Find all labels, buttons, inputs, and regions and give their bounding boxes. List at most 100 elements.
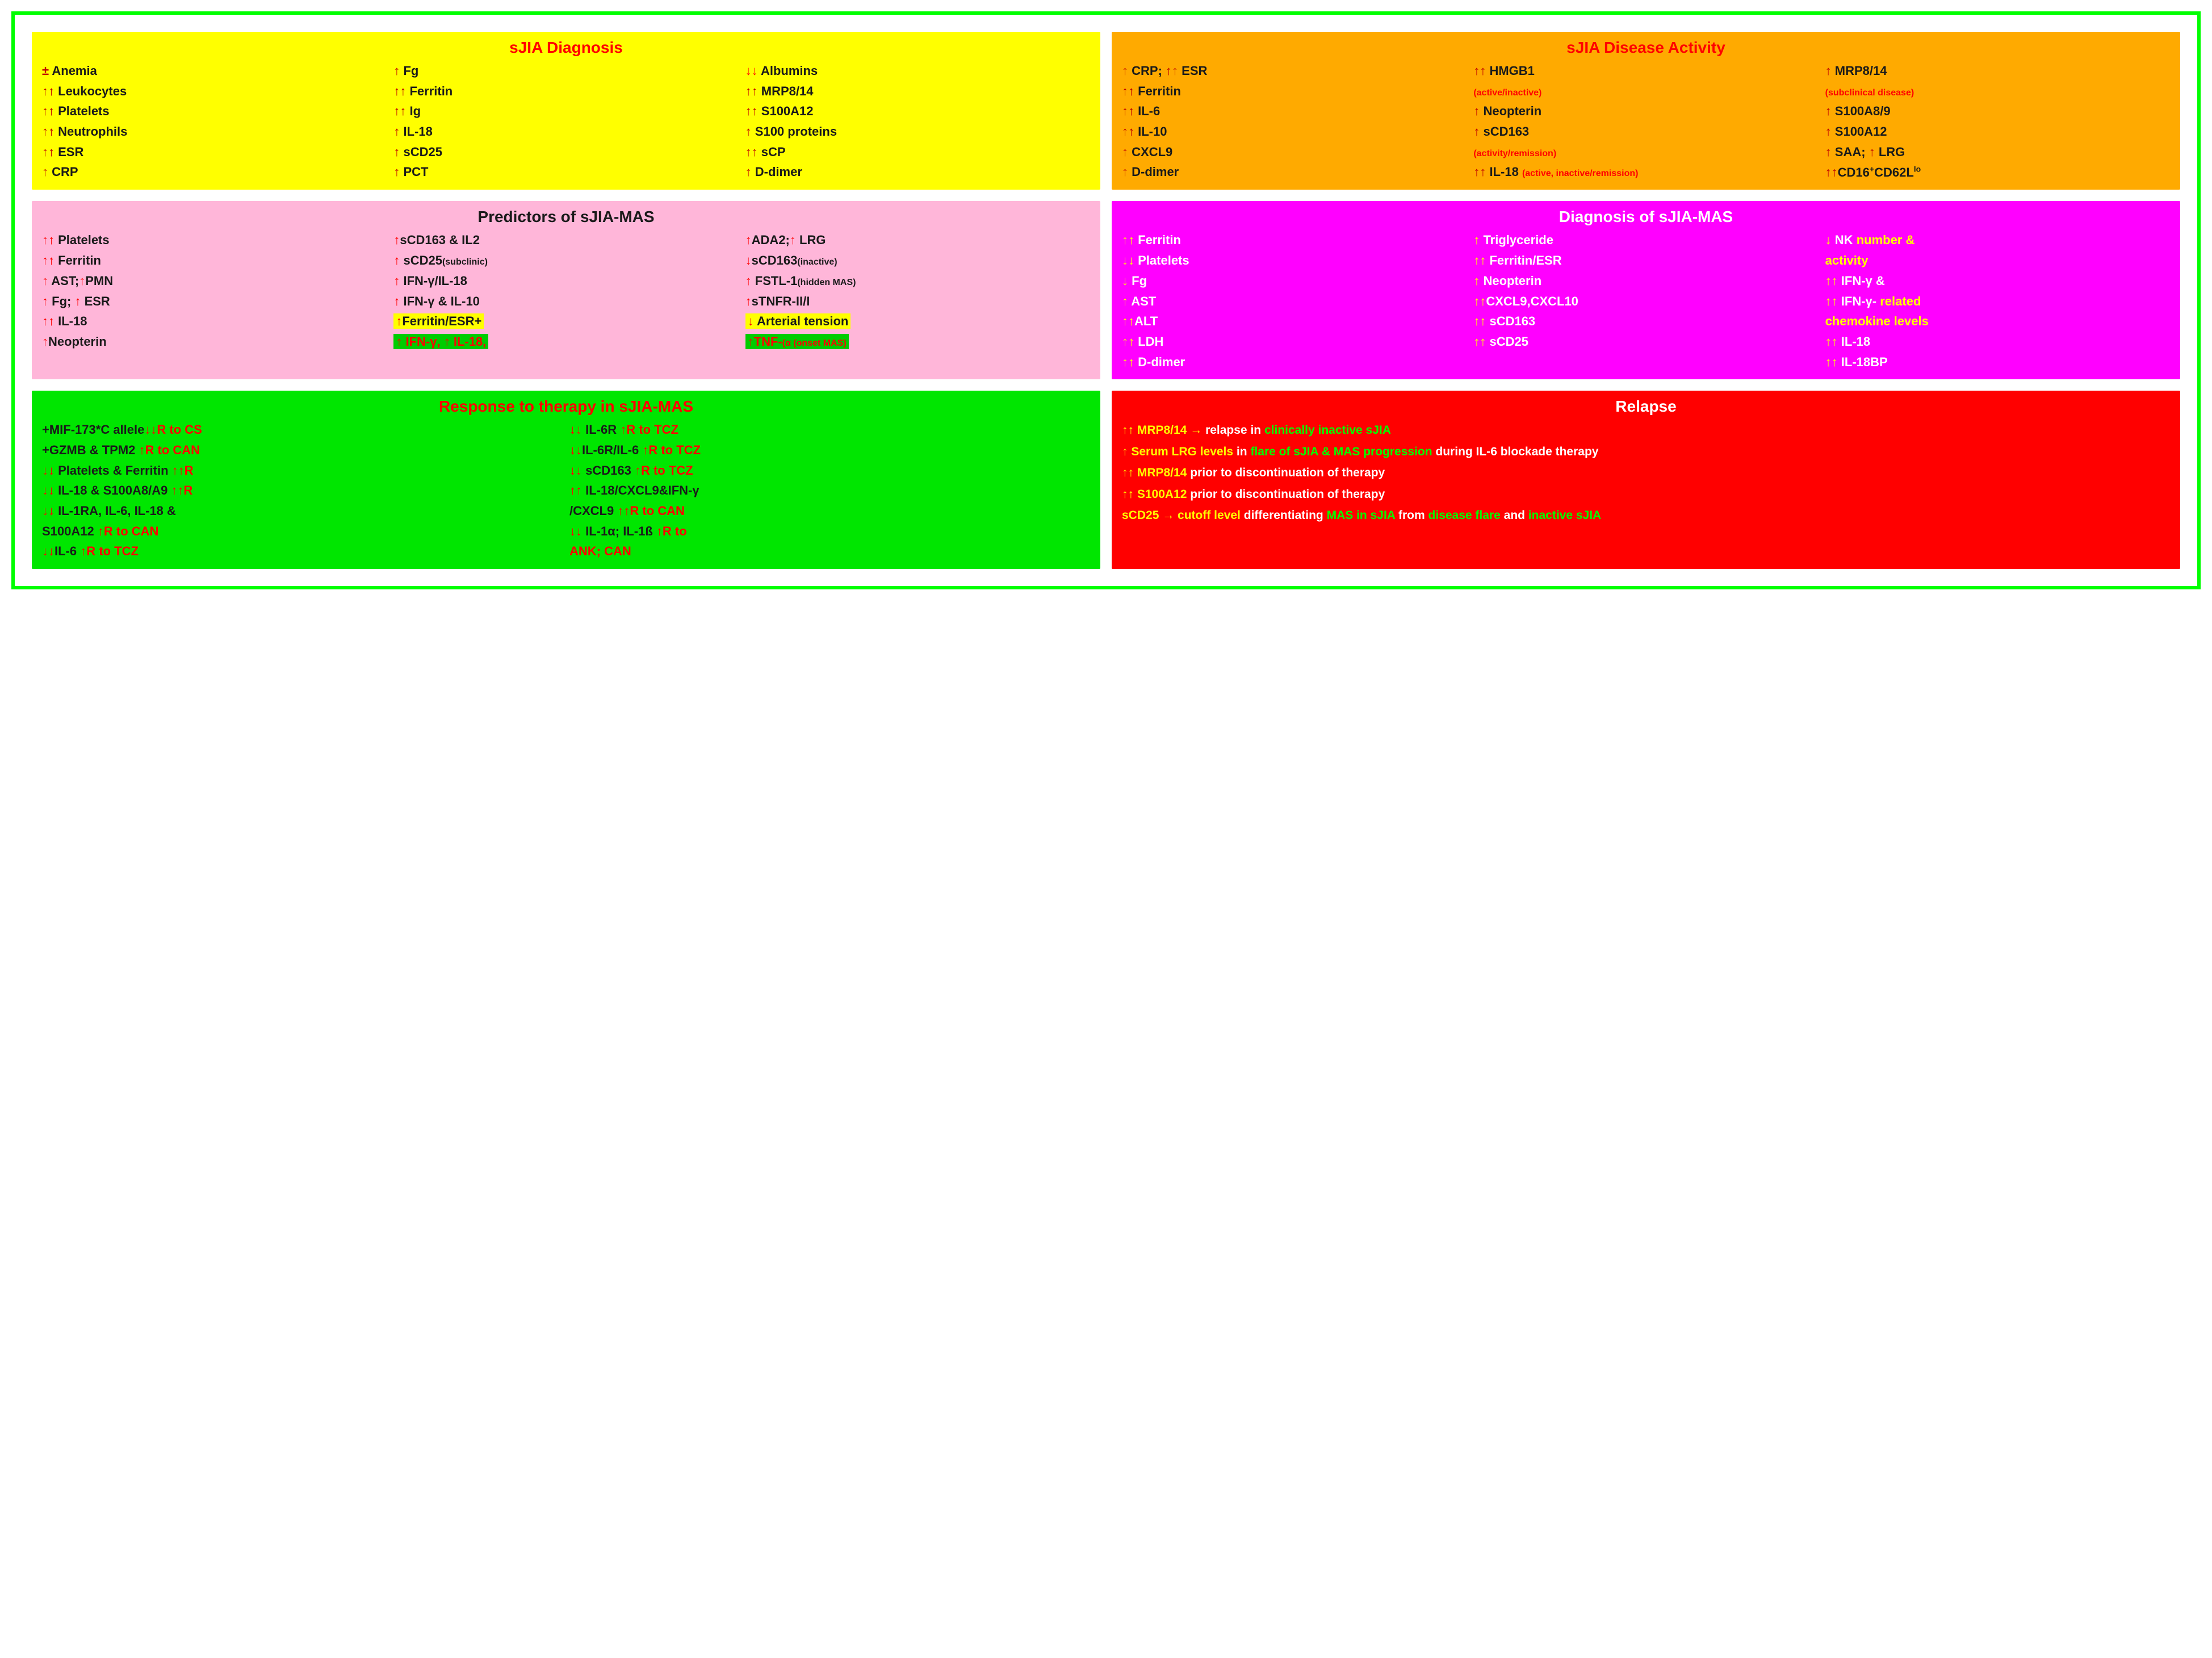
item: ↓↓ IL-18 & S100A8/A9 ↑↑R xyxy=(42,482,563,499)
item: ↑ Triglyceride xyxy=(1473,232,1818,249)
mas-diagnosis-grid: ↑↑ Ferritin ↑ Triglyceride ↓ NK number &… xyxy=(1122,232,2170,370)
item: ↑↑ IL-18/CXCL9&IFN-γ xyxy=(569,482,1090,499)
item: ↑↑ Ferritin xyxy=(1122,232,1467,249)
item: +MIF-173*C allele↓↓R to CS xyxy=(42,421,563,438)
relapse-line: ↑↑ MRP8/14 → relapse in clinically inact… xyxy=(1122,421,2170,439)
item: ↑↑ sCP xyxy=(745,144,1090,161)
relapse-line: ↑ Serum LRG levels in flare of sJIA & MA… xyxy=(1122,443,2170,461)
item: ↓↓ IL-6R ↑R to TCZ xyxy=(569,421,1090,438)
item: ↑↑ IL-10 xyxy=(1122,123,1467,140)
item: ↓↓ IL-1α; IL-1ß ↑R to xyxy=(569,523,1090,540)
relapse-line: ↑↑ S100A12 prior to discontinuation of t… xyxy=(1122,485,2170,504)
item: ↑↑ Leukocytes xyxy=(42,83,387,100)
item: ↓↓IL-6R/IL-6 ↑R to TCZ xyxy=(569,442,1090,459)
panel-title: Response to therapy in sJIA-MAS xyxy=(42,397,1090,416)
item: /CXCL9 ↑↑R to CAN xyxy=(569,503,1090,520)
item: ↑↑ IL-18 xyxy=(1825,333,2170,350)
item: ↑ IL-18 xyxy=(393,123,738,140)
item: ↑ AST xyxy=(1122,293,1467,310)
outer-border: sJIA Diagnosis ± Anemia ↑ Fg ↓↓ Albumins… xyxy=(11,11,2201,589)
panel-activity: sJIA Disease Activity ↑ CRP; ↑↑ ESR ↑↑ H… xyxy=(1112,32,2180,190)
item: ↑↑ D-dimer xyxy=(1122,354,1467,371)
item: ↑ FSTL-1(hidden MAS) xyxy=(745,273,1090,290)
panel-relapse: Relapse ↑↑ MRP8/14 → relapse in clinical… xyxy=(1112,391,2180,569)
item: ↑ PCT xyxy=(393,164,738,181)
item xyxy=(1473,354,1818,371)
item: ↑↑ Platelets xyxy=(42,103,387,120)
item: activity xyxy=(1825,252,2170,269)
panel-title: sJIA Diagnosis xyxy=(42,39,1090,57)
item: ↑↑ALT xyxy=(1122,313,1467,330)
item: ↑↑ ESR xyxy=(42,144,387,161)
item: chemokine levels xyxy=(1825,313,2170,330)
item: ↑↑ IL-18BP xyxy=(1825,354,2170,371)
item: ↑↑ MRP8/14 xyxy=(745,83,1090,100)
item: ↑↑ IL-18 xyxy=(42,313,387,330)
item: ↑ SAA; ↑ LRG xyxy=(1825,144,2170,161)
item: ↑↑CD16+CD62Llo xyxy=(1825,164,2170,181)
item: ↑ CRP; ↑↑ ESR xyxy=(1122,62,1467,79)
item: ↑sCD163 & IL2 xyxy=(393,232,738,249)
item: ↑↑ sCD25 xyxy=(1473,333,1818,350)
panel-mas-diagnosis: Diagnosis of sJIA-MAS ↑↑ Ferritin ↑ Trig… xyxy=(1112,201,2180,379)
item: ↑ CXCL9 xyxy=(1122,144,1467,161)
item: ↓ NK number & xyxy=(1825,232,2170,249)
panel-response: Response to therapy in sJIA-MAS +MIF-173… xyxy=(32,391,1100,569)
predictors-grid: ↑↑ Platelets ↑sCD163 & IL2 ↑ADA2;↑ LRG ↑… xyxy=(42,232,1090,350)
relapse-line: ↑↑ MRP8/14 prior to discontinuation of t… xyxy=(1122,464,2170,482)
item: ↓↓ IL-1RA, IL-6, IL-18 & xyxy=(42,503,563,520)
item: ↑TNF-(α (onset MAS) xyxy=(745,333,1090,350)
item: ↑ MRP8/14 xyxy=(1825,62,2170,79)
item: ↑↑ IL-18 (active, inactive/remission) xyxy=(1473,164,1818,181)
item: ↓↓ sCD163 ↑R to TCZ xyxy=(569,462,1090,479)
item: ↑↑CXCL9,CXCL10 xyxy=(1473,293,1818,310)
item: ANK; CAN xyxy=(569,543,1090,560)
panel-grid: sJIA Diagnosis ± Anemia ↑ Fg ↓↓ Albumins… xyxy=(32,32,2180,569)
activity-grid: ↑ CRP; ↑↑ ESR ↑↑ HMGB1 ↑ MRP8/14 ↑↑ Ferr… xyxy=(1122,62,2170,181)
item: ↓↓ Platelets xyxy=(1122,252,1467,269)
item: ↑ CRP xyxy=(42,164,387,181)
item: ↑↑ IFN-γ & xyxy=(1825,273,2170,290)
item: ↓↓ Platelets & Ferritin ↑↑R xyxy=(42,462,563,479)
item: ↓↓IL-6 ↑R to TCZ xyxy=(42,543,563,560)
item: ↓↓ Albumins xyxy=(745,62,1090,79)
item: ↑ IFN-γ, ↑ IL-18, xyxy=(393,333,738,350)
item: ↑ sCD25(subclinic) xyxy=(393,252,738,269)
relapse-line: sCD25 → cutoff level differentiating MAS… xyxy=(1122,506,2170,525)
item: ↑ Fg; ↑ ESR xyxy=(42,293,387,310)
diagnosis-grid: ± Anemia ↑ Fg ↓↓ Albumins ↑↑ Leukocytes … xyxy=(42,62,1090,181)
item: S100A12 ↑R to CAN xyxy=(42,523,563,540)
panel-title: Predictors of sJIA-MAS xyxy=(42,208,1090,226)
item: ↑↑ S100A12 xyxy=(745,103,1090,120)
panel-title: Relapse xyxy=(1122,397,2170,416)
item: ↑↑ Ferritin xyxy=(42,252,387,269)
panel-predictors: Predictors of sJIA-MAS ↑↑ Platelets ↑sCD… xyxy=(32,201,1100,379)
item: ↑↑ HMGB1 xyxy=(1473,62,1818,79)
item: ↑↑ Ferritin xyxy=(393,83,738,100)
item: ↑↑ Neutrophils xyxy=(42,123,387,140)
item: ↑ADA2;↑ LRG xyxy=(745,232,1090,249)
item: ↑ AST;↑PMN xyxy=(42,273,387,290)
item: ↑ D-dimer xyxy=(1122,164,1467,181)
relapse-content: ↑↑ MRP8/14 → relapse in clinically inact… xyxy=(1122,421,2170,525)
item: (active/inactive) xyxy=(1473,83,1818,100)
item: ↓ Fg xyxy=(1122,273,1467,290)
item: ↓ Arterial tension xyxy=(745,313,1090,330)
item: ↑ sCD163 xyxy=(1473,123,1818,140)
item: ↑ S100A8/9 xyxy=(1825,103,2170,120)
item: ↑sTNFR-II/I xyxy=(745,293,1090,310)
item: ↑Ferritin/ESR+ xyxy=(393,313,738,330)
item: (activity/remission) xyxy=(1473,144,1818,161)
response-grid: +MIF-173*C allele↓↓R to CS ↓↓ IL-6R ↑R t… xyxy=(42,421,1090,560)
item: ↑↑ Platelets xyxy=(42,232,387,249)
item: ↑ Neopterin xyxy=(1473,103,1818,120)
item: ↑↑ sCD163 xyxy=(1473,313,1818,330)
item: ↑ IFN-γ & IL-10 xyxy=(393,293,738,310)
item: ↑↑ IFN-γ- related xyxy=(1825,293,2170,310)
item: ↑Neopterin xyxy=(42,333,387,350)
item: ± Anemia xyxy=(42,62,387,79)
item: ↑↑ Ferritin xyxy=(1122,83,1467,100)
item: ↑ Fg xyxy=(393,62,738,79)
item: ↑ Neopterin xyxy=(1473,273,1818,290)
item: ↑ D-dimer xyxy=(745,164,1090,181)
